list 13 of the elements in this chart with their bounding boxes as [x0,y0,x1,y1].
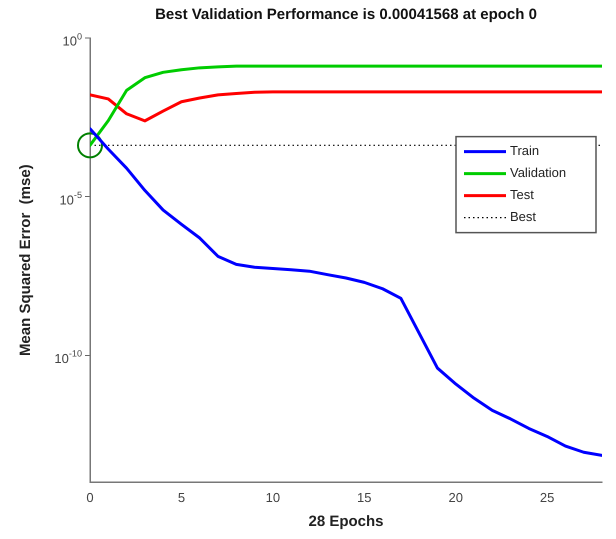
chart-title: Best Validation Performance is 0.00041568 at epoch 0 [155,6,537,24]
x-tick-label: 25 [540,490,554,505]
x-tick-label: 10 [266,490,280,505]
y-axis-title: Mean Squared Error (mse) [17,164,34,356]
legend-label: Validation [510,165,566,180]
x-tick-label: 5 [178,490,186,505]
legend-label: Train [510,143,540,158]
legend-label: Best [510,209,536,224]
legend-label: Test [510,187,534,202]
x-tick-label: 0 [86,490,94,505]
x-axis-title: 28 Epochs [308,513,384,530]
x-tick-label: 15 [357,490,372,505]
x-tick-label: 20 [448,490,463,505]
